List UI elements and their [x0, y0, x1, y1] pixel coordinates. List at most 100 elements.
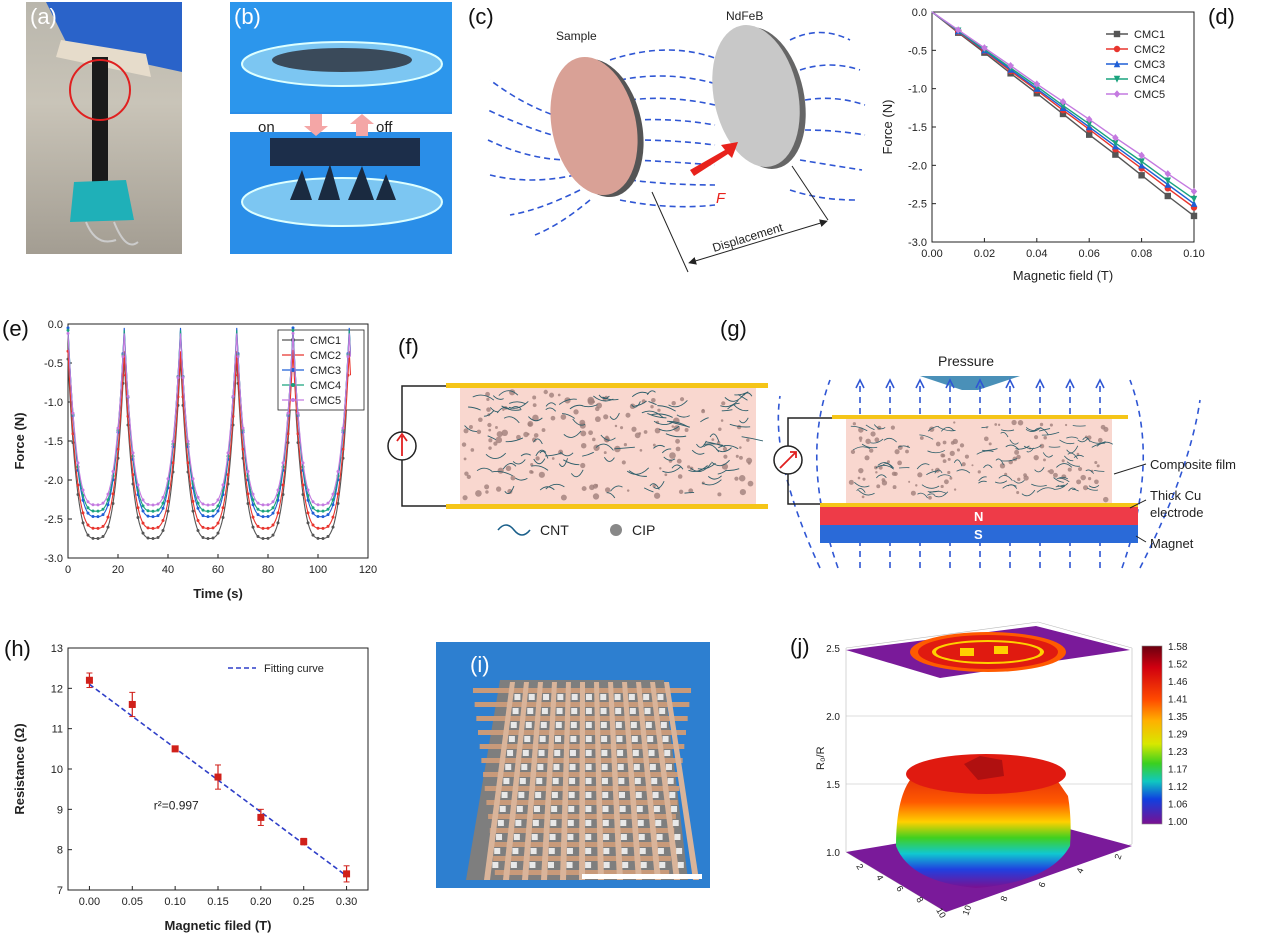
sensor-cell [541, 708, 548, 714]
sensor-cell [600, 694, 607, 700]
sensor-cell [639, 848, 646, 854]
legend-marker-CMC5 [291, 398, 295, 402]
point-CMC1 [136, 516, 140, 520]
sensor-cell [634, 778, 641, 784]
cnt-fiber [733, 404, 749, 412]
cip-particle [592, 437, 596, 442]
y-axis-label: Force (N) [12, 412, 27, 469]
point-CMC4 [86, 506, 90, 510]
electrode-strip-v [650, 682, 680, 880]
cip-particle [614, 424, 618, 428]
data-point [85, 676, 93, 684]
legend-label-CMC3: CMC3 [1134, 59, 1165, 71]
sensor-cell [652, 792, 659, 798]
cip-particle [623, 443, 627, 447]
cnt-fiber [703, 443, 724, 446]
force-arrow [690, 142, 738, 176]
point-CMC1 [316, 536, 320, 540]
cnt-fiber [528, 416, 543, 422]
cip-particle [1048, 469, 1054, 475]
point-CMC2 [96, 526, 100, 530]
y-tick-label: -2.5 [44, 514, 63, 526]
field-arrowhead [885, 378, 895, 389]
cip-particle [1096, 464, 1100, 468]
point-CMC4 [266, 509, 270, 513]
sensor-cell [567, 834, 574, 840]
panel-label-g: (g) [720, 316, 747, 341]
point-CMC2 [321, 526, 325, 530]
cip-particle [717, 492, 722, 497]
cip-particle [999, 463, 1006, 469]
field-arrowhead [1005, 378, 1015, 389]
cip-particle [941, 453, 946, 458]
sensor-cell [536, 778, 543, 784]
cnt-fiber [978, 480, 987, 484]
cnt-fiber [983, 464, 993, 469]
cnt-fiber [570, 469, 584, 478]
cnt-fiber [603, 457, 615, 462]
cnt-fiber [635, 400, 647, 407]
cip-particle [897, 460, 902, 466]
label-thick-cu: Thick Cu [1150, 488, 1201, 503]
cnt-fiber [873, 424, 886, 430]
cip-particle [687, 465, 691, 469]
cnt-fiber [653, 420, 674, 426]
chart-e: 0 20 40 60 80 100 120 0.0 -0.5 -1.0 -1.5 -2.0 -2.5 -3… [12, 319, 377, 601]
sensor-cell [630, 722, 637, 728]
point-CMC3 [91, 514, 95, 518]
cnt-fiber [1031, 483, 1047, 487]
legend-label-fit: Fitting curve [264, 663, 324, 675]
cip-particle [875, 471, 878, 474]
cip-particle [947, 470, 951, 475]
y-axis-label: Force (N) [880, 100, 895, 155]
point-CMC4 [201, 508, 205, 512]
sensor-cell [569, 764, 576, 770]
point-CMC3 [261, 515, 265, 519]
cnt-fiber [1082, 437, 1091, 442]
point-CMC1 [221, 516, 225, 520]
cnt-fiber [705, 441, 726, 448]
point-CMC2 [196, 519, 200, 523]
cip-particle [671, 400, 676, 406]
cnt-fiber [725, 468, 740, 471]
point-CMC5 [156, 502, 160, 506]
point-CMC4 [156, 508, 160, 512]
sensor-cell [540, 722, 547, 728]
point-CMC4 [1112, 139, 1119, 147]
sensor-cell [601, 778, 608, 784]
legend-label-CMC5: CMC5 [1134, 89, 1165, 101]
sensor-cell [519, 778, 526, 784]
composite-g [846, 419, 1112, 503]
sensor-cell [501, 792, 508, 798]
point-CMC2 [286, 432, 290, 436]
point-CMC5 [116, 426, 120, 430]
point-CMC1 [101, 535, 105, 539]
sensor-cell [644, 708, 651, 714]
point-CMC5 [76, 461, 80, 465]
y-tick-label: -3.0 [44, 553, 63, 565]
point-CMC1 [311, 533, 315, 537]
point-CMC1 [146, 536, 150, 540]
cnt-fiber [502, 463, 517, 470]
sensor-cell [533, 806, 540, 812]
sensor-cell [629, 708, 636, 714]
cnt-fiber [743, 392, 753, 397]
field-line-curved [777, 395, 821, 569]
x-tick-label: 0.30 [336, 896, 357, 908]
cip-particle [870, 431, 876, 437]
point-CMC3 [1190, 199, 1198, 207]
cnt-fiber [721, 409, 733, 412]
cnt-fiber [668, 400, 688, 408]
cip-particle [488, 428, 492, 432]
cip-particle [723, 454, 728, 459]
cip-particle [1014, 449, 1020, 455]
electrode-strip-v [503, 682, 529, 880]
point-CMC3 [316, 514, 320, 518]
cnt-fiber [598, 394, 610, 399]
point-CMC2 [201, 525, 205, 529]
cnt-fiber [1066, 461, 1081, 467]
cnt-fiber [897, 445, 911, 449]
point-CMC5 [281, 461, 285, 465]
point-CMC1 [86, 533, 90, 537]
